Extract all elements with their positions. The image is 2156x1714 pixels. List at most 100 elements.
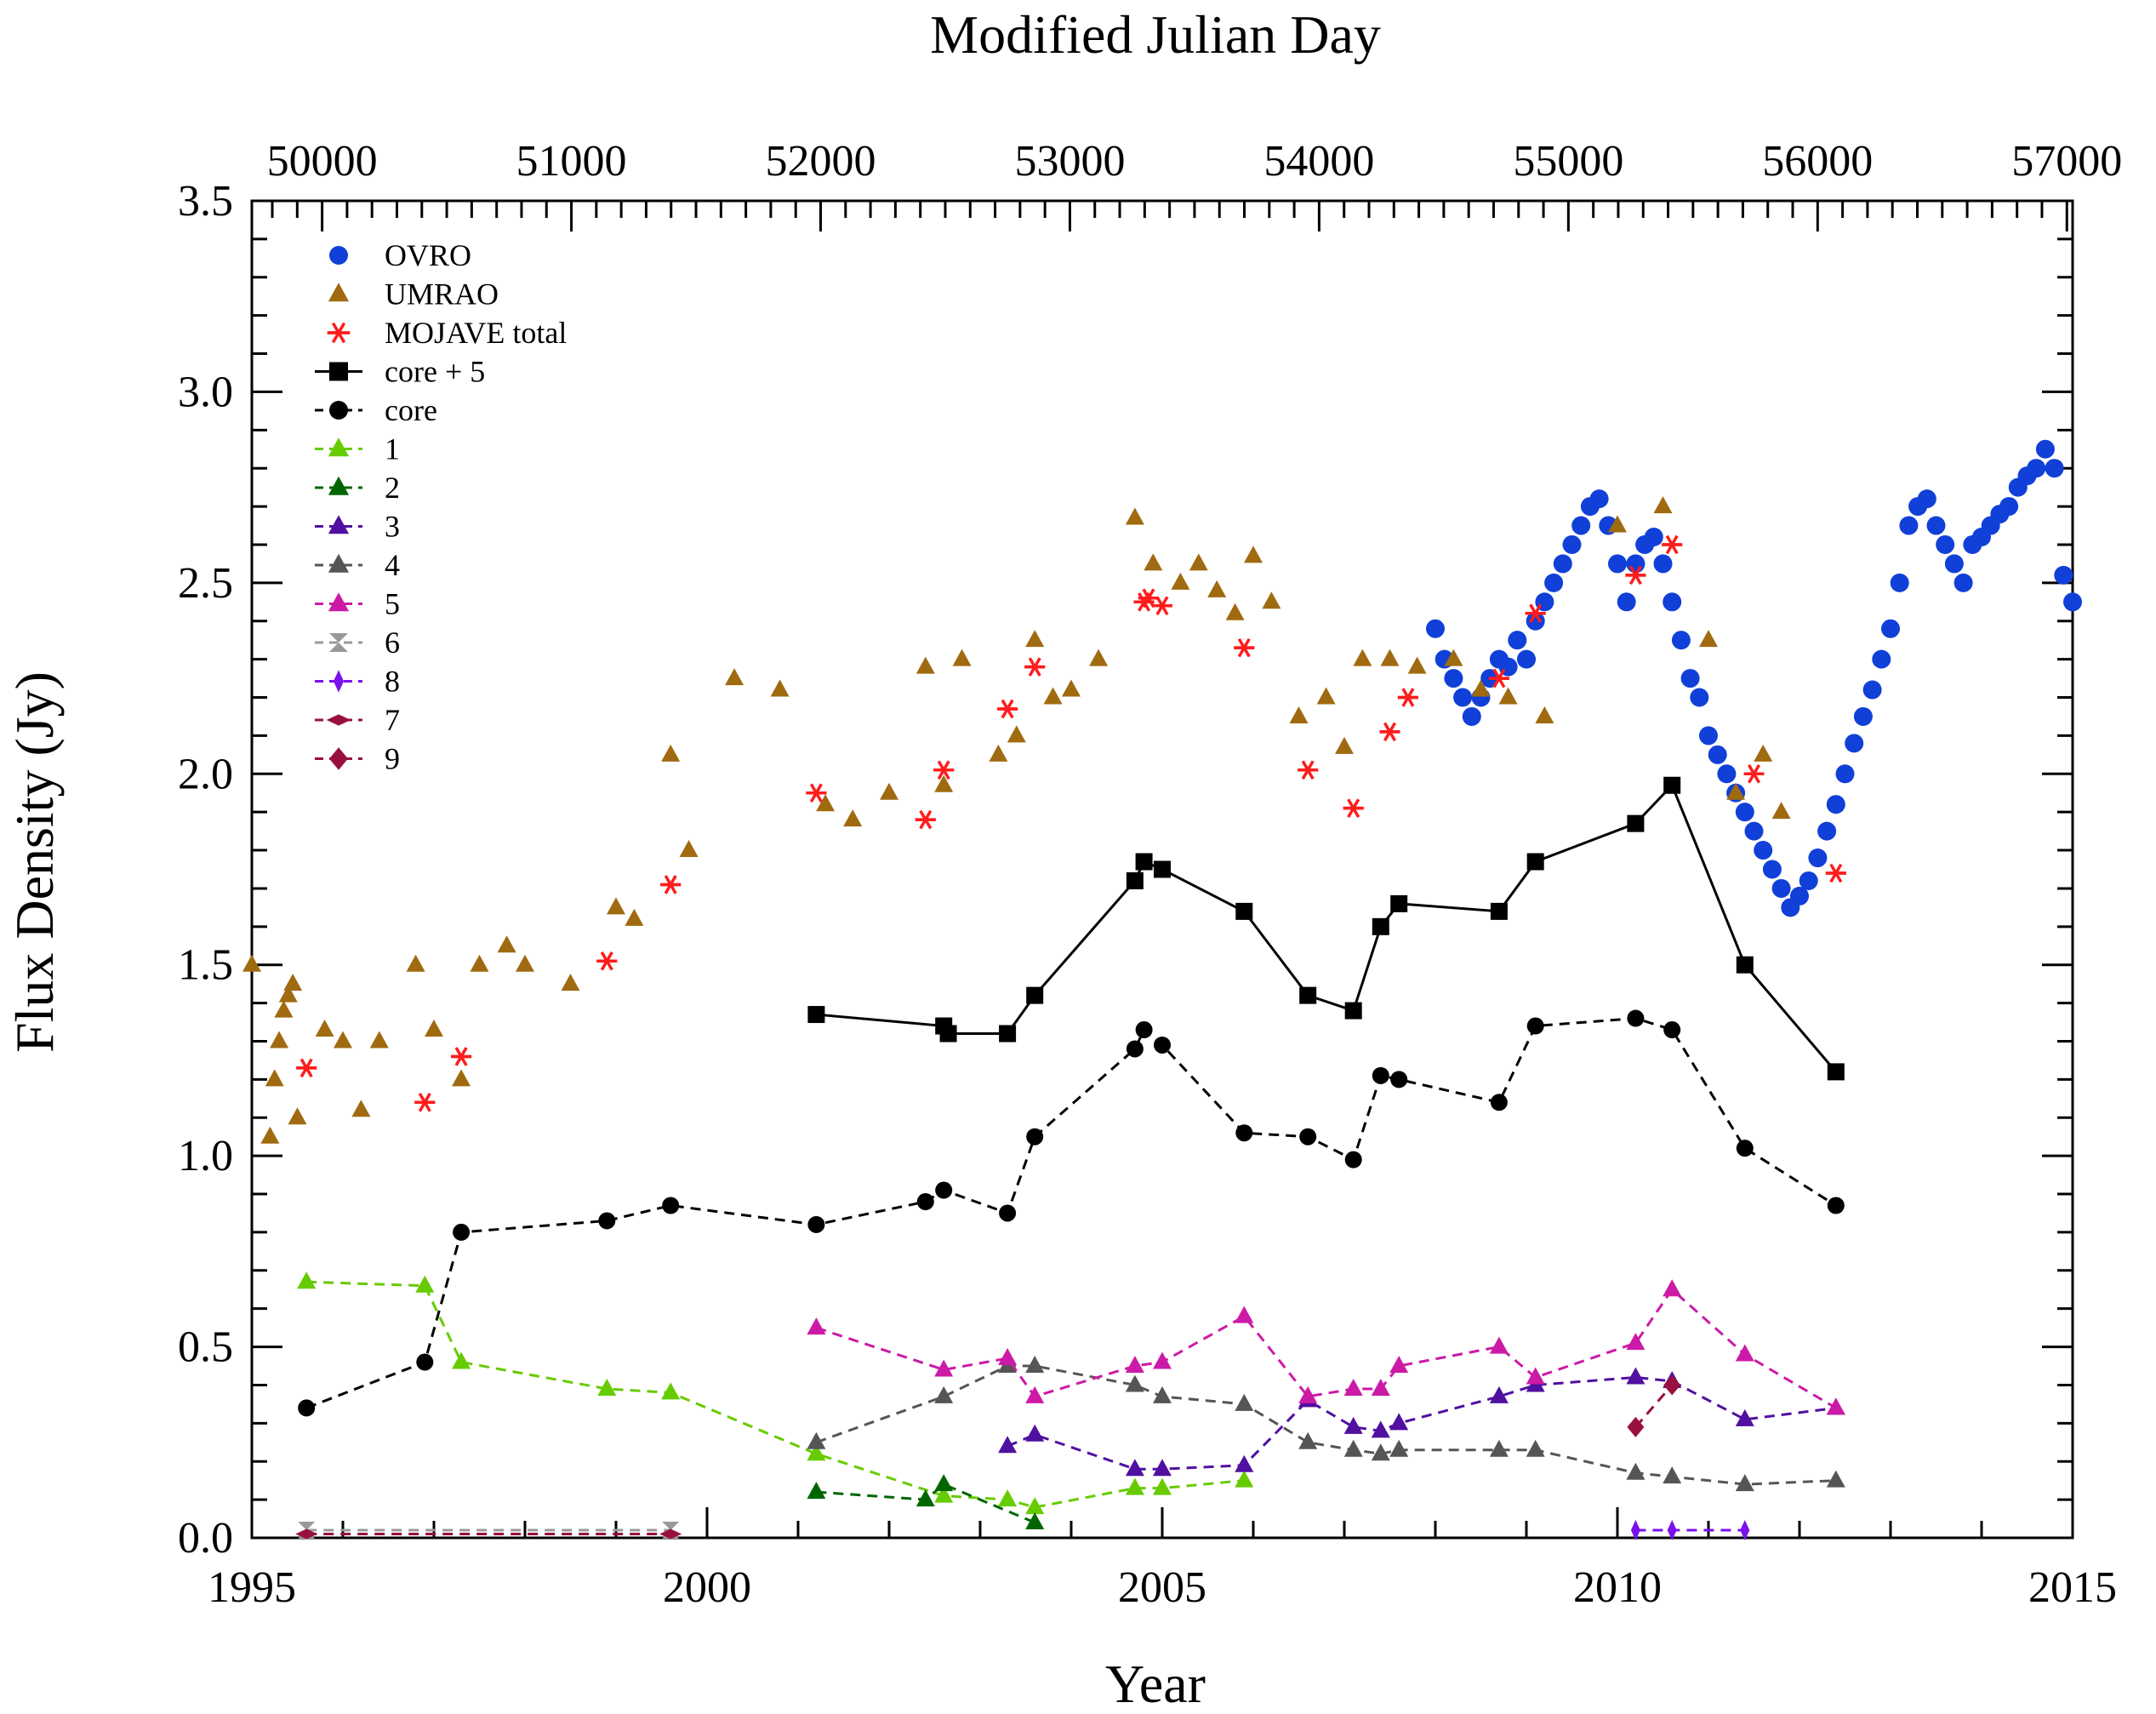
data-point-umrao <box>288 1107 307 1125</box>
data-point-5 <box>1153 1351 1172 1369</box>
data-point-ovro <box>1917 489 1936 509</box>
data-point-mojave-total <box>1625 565 1646 586</box>
data-point-umrao <box>242 954 261 972</box>
legend-label-3: 3 <box>385 510 400 544</box>
data-point-ovro <box>1589 489 1609 509</box>
data-point-ovro <box>1926 516 1946 535</box>
data-point-mojave-total <box>1662 534 1683 555</box>
data-point-1 <box>661 1382 681 1400</box>
data-point-ovro <box>1954 573 1973 592</box>
data-point-ovro <box>1717 764 1737 784</box>
legend-label-5: 5 <box>385 587 400 621</box>
data-point-mojave-total <box>806 783 827 803</box>
series-core <box>298 1009 1845 1417</box>
data-point-ovro <box>1680 669 1700 688</box>
series-2 <box>807 1474 1045 1530</box>
legend-item-8: 8 <box>315 665 400 699</box>
data-point-core <box>1344 1151 1362 1168</box>
data-point-ovro <box>1890 573 1909 592</box>
data-point-umrao <box>1498 687 1518 705</box>
data-point-ovro <box>1999 497 2019 517</box>
data-point-ovro <box>1845 734 1864 753</box>
data-point-mojave-total <box>997 699 1018 719</box>
data-point-4 <box>1389 1439 1409 1457</box>
series-line-5 <box>815 1287 1837 1409</box>
data-point-8 <box>1740 1520 1750 1541</box>
x2-tick-label: 51000 <box>516 137 627 186</box>
data-point-4 <box>1025 1356 1045 1374</box>
data-point-5 <box>1343 1378 1363 1396</box>
data-point-ovro <box>2045 459 2064 478</box>
legend-item-5: 5 <box>315 587 400 621</box>
data-point-5 <box>1125 1356 1144 1374</box>
data-point-5 <box>807 1317 826 1335</box>
data-point-core-5 <box>939 1025 957 1043</box>
x2-tick-label: 53000 <box>1014 137 1125 186</box>
data-point-core <box>1827 1197 1845 1214</box>
data-point-umrao <box>1444 648 1463 666</box>
data-point-core <box>1627 1009 1645 1027</box>
legend-item-6: 6 <box>315 626 400 660</box>
data-point-mojave-total <box>660 875 682 894</box>
data-point-core <box>1235 1124 1253 1142</box>
x-tick-label: 2010 <box>1573 1563 1662 1612</box>
data-point-core-5 <box>1372 917 1389 935</box>
data-point-core <box>1736 1140 1754 1157</box>
data-point-umrao <box>661 744 681 762</box>
data-point-umrao <box>1262 591 1281 609</box>
data-point-ovro <box>1708 745 1727 764</box>
data-point-ovro <box>1817 821 1837 841</box>
series-line-4 <box>815 1364 1836 1486</box>
data-point-1 <box>1025 1497 1045 1515</box>
legend-marker-4 <box>328 553 350 573</box>
series-line-2 <box>816 1483 1035 1524</box>
data-point-ovro <box>1608 554 1627 574</box>
data-point-ovro <box>1553 554 1572 574</box>
data-point-3 <box>1025 1424 1045 1442</box>
data-point-umrao <box>1471 679 1491 697</box>
x2-tick-label: 50000 <box>267 137 378 186</box>
data-point-core <box>807 1215 825 1233</box>
data-point-core <box>916 1193 934 1211</box>
legend-label-7: 7 <box>385 703 400 737</box>
data-point-3 <box>1735 1408 1754 1426</box>
data-point-ovro <box>1571 516 1591 535</box>
data-point-ovro <box>2054 565 2073 585</box>
data-point-umrao <box>934 774 954 792</box>
data-point-ovro <box>1735 803 1754 822</box>
data-point-core-5 <box>1026 986 1044 1004</box>
legend-marker-8 <box>333 670 345 693</box>
data-point-umrao <box>625 908 644 926</box>
data-point-8 <box>1667 1520 1677 1541</box>
data-point-ovro <box>1626 554 1646 574</box>
data-point-core-5 <box>1736 956 1754 974</box>
data-point-umrao <box>1207 580 1227 597</box>
data-point-core-5 <box>1135 853 1153 871</box>
data-point-mojave-total <box>1152 596 1172 616</box>
series-8 <box>1630 1520 1750 1541</box>
data-point-ovro <box>1562 534 1582 554</box>
data-point-ovro <box>1944 554 1964 574</box>
data-point-umrao <box>1289 706 1309 723</box>
series-line-core-5 <box>816 783 1837 1073</box>
series-layer <box>242 439 2082 1541</box>
legend-item-3: 3 <box>315 510 400 544</box>
data-point-5 <box>1663 1279 1682 1297</box>
data-point-4 <box>1371 1443 1390 1461</box>
data-point-umrao <box>1062 679 1081 697</box>
data-point-umrao <box>1171 572 1190 590</box>
x2-tick-label: 55000 <box>1513 137 1623 186</box>
data-point-mojave-total <box>1234 637 1255 658</box>
data-point-ovro <box>1690 688 1709 707</box>
legend-marker-core-5 <box>329 362 348 381</box>
data-point-ovro <box>1771 878 1791 898</box>
data-point-umrao <box>315 1020 334 1037</box>
x-tick-label: 2015 <box>2028 1563 2117 1612</box>
data-point-core-5 <box>1126 871 1144 889</box>
data-point-5 <box>998 1348 1018 1366</box>
data-point-2 <box>807 1482 826 1500</box>
data-point-ovro <box>1790 886 1809 906</box>
legend-label-9: 9 <box>385 742 400 776</box>
data-point-5 <box>1235 1305 1254 1323</box>
data-point-ovro <box>1653 554 1673 574</box>
